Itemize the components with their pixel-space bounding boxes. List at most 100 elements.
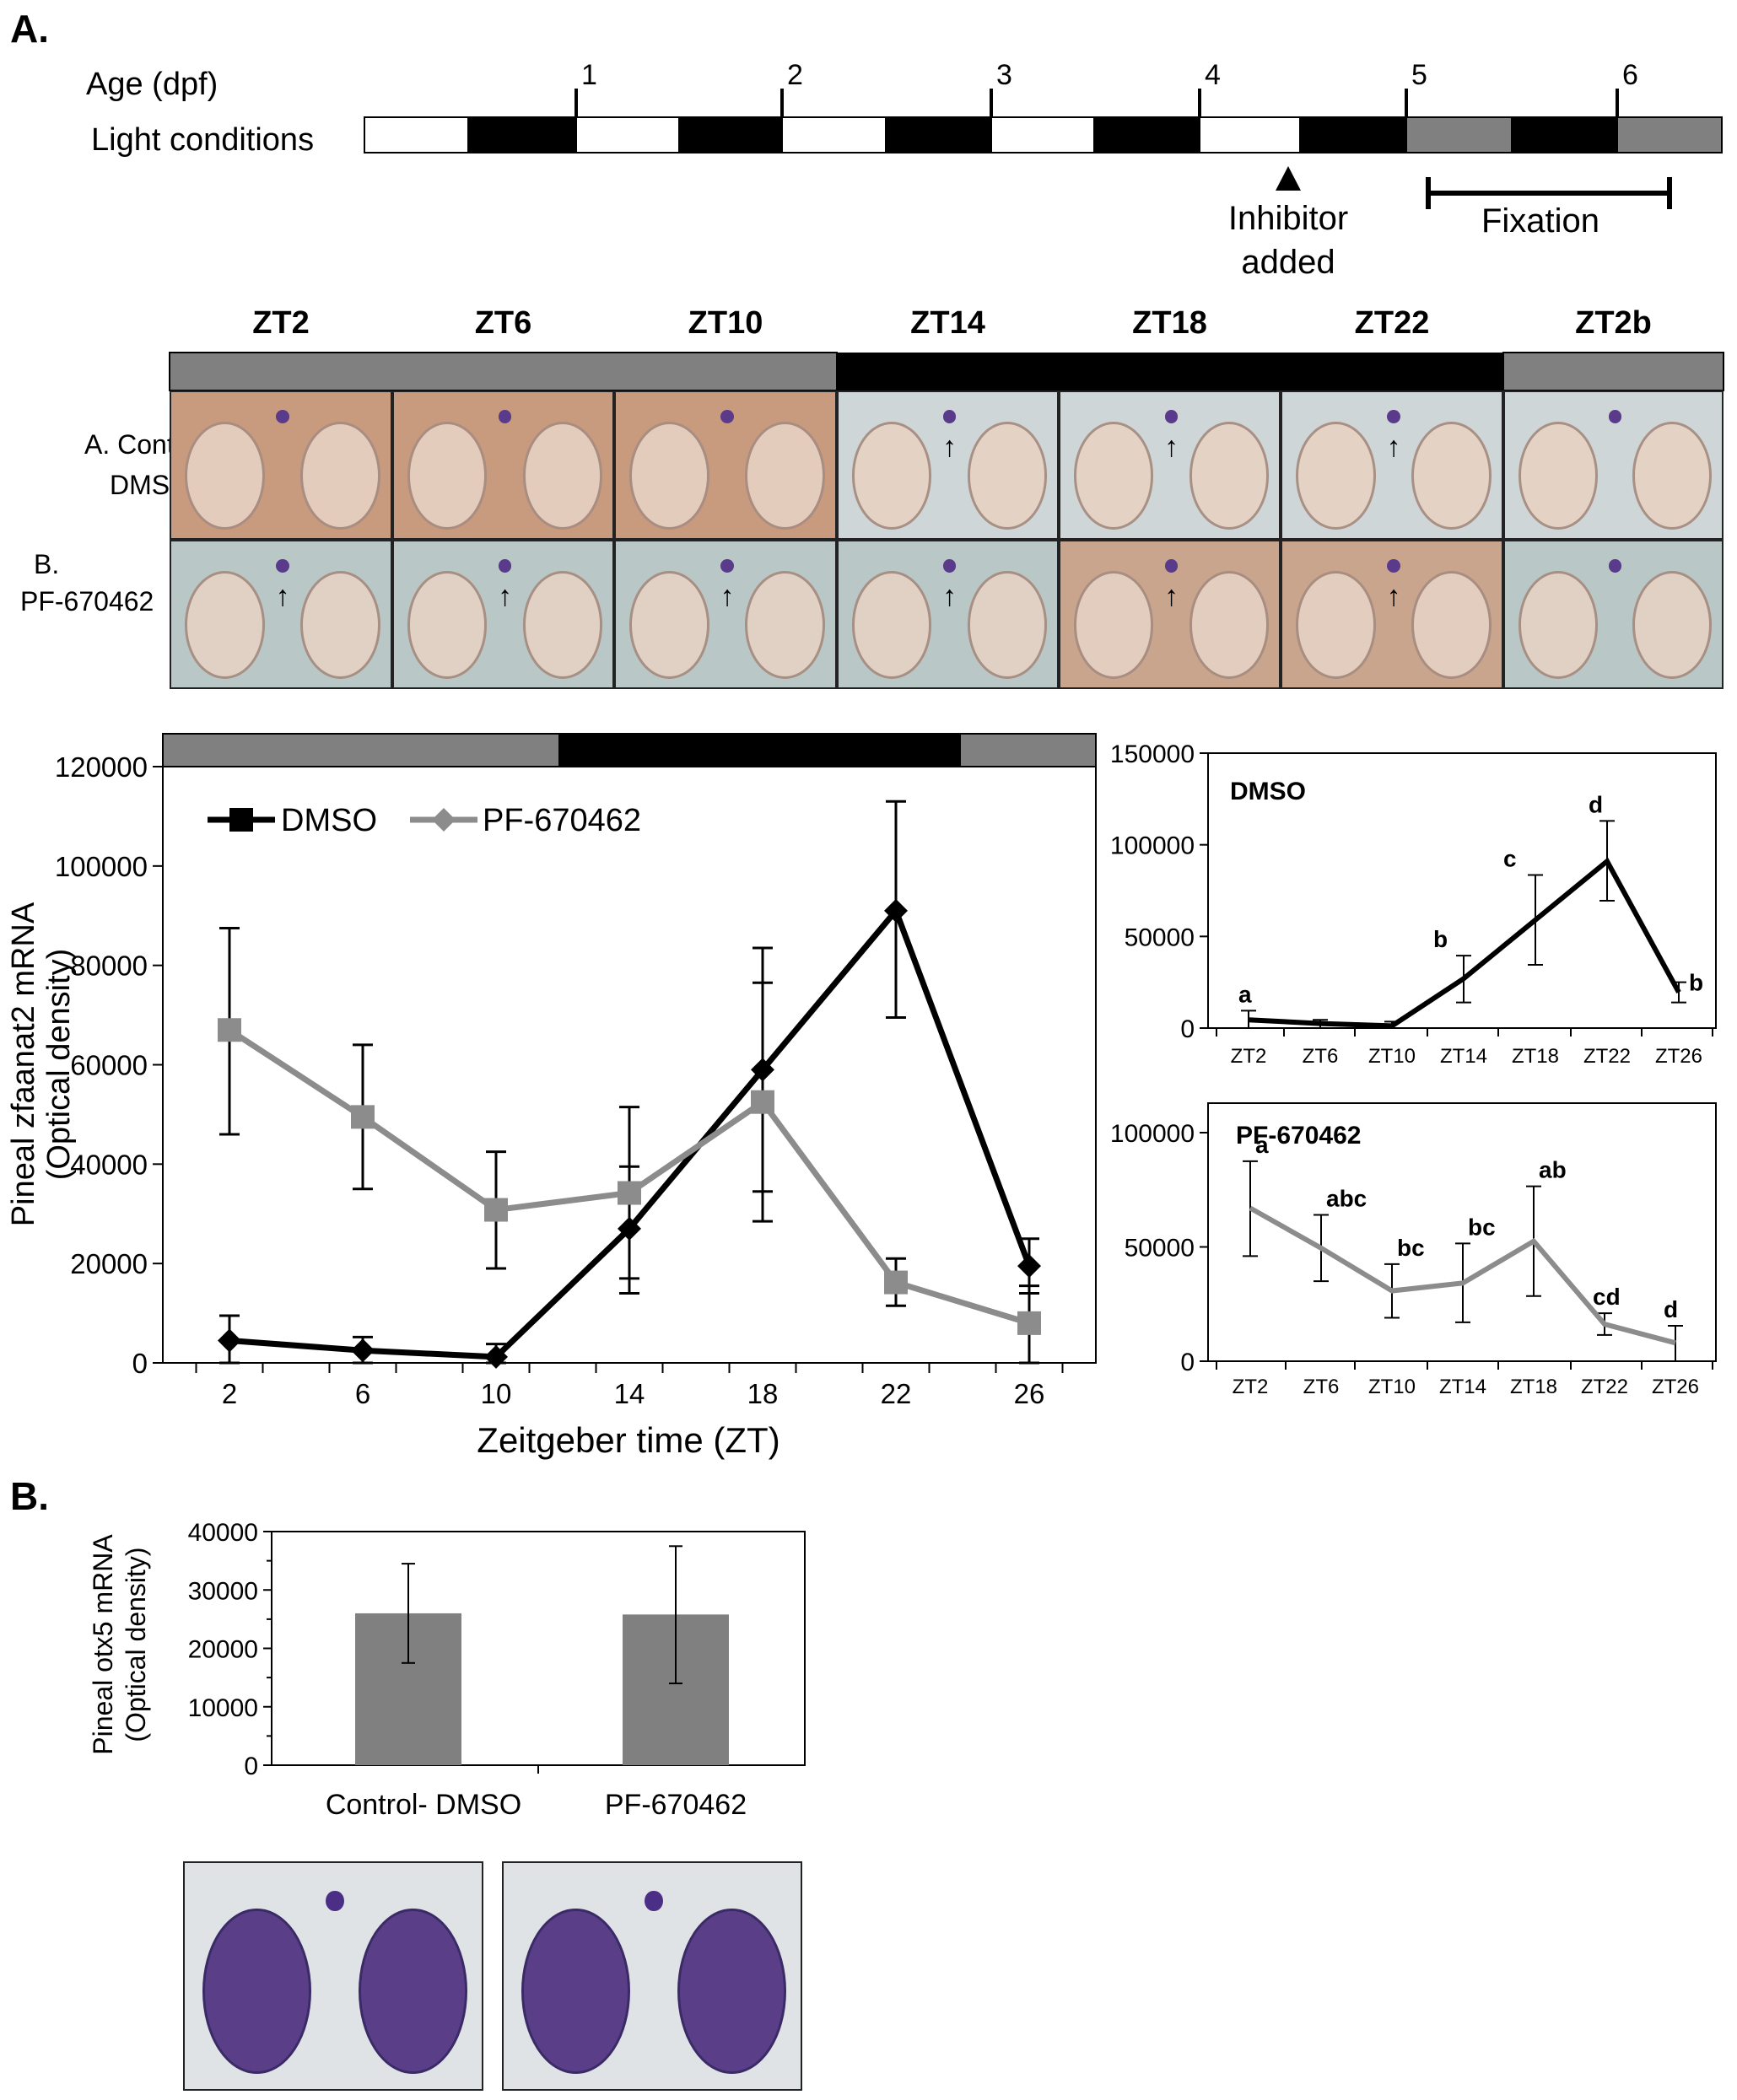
time-label-zt10: ZT10 — [688, 305, 763, 341]
pineal-spot — [326, 1890, 344, 1912]
pineal-spot — [1164, 410, 1179, 424]
significance-letter: b — [1689, 970, 1703, 996]
legend-label-pf: PF-670462 — [483, 803, 641, 838]
data-point-pf — [1017, 1311, 1041, 1335]
chart-title-dmso: DMSO — [1230, 778, 1306, 805]
eye-left — [628, 571, 709, 679]
x-category-label: Control- DMSO — [326, 1789, 521, 1821]
arrow-up-icon: ↑ — [942, 579, 957, 612]
light-condition-segment — [364, 116, 469, 153]
data-point-pf — [751, 1090, 774, 1114]
x-tick-label: ZT22 — [1581, 1376, 1628, 1398]
y-tick-label: 60000 — [70, 1050, 148, 1081]
light-condition-segment — [1093, 116, 1200, 153]
eye-left — [851, 422, 932, 530]
eye-left — [407, 571, 488, 679]
significance-letter: a — [1238, 981, 1252, 1007]
eye-left — [1295, 422, 1376, 530]
x-tick-label: 18 — [747, 1378, 779, 1409]
significance-letter: cd — [1593, 1284, 1621, 1310]
x-tick-label: ZT6 — [1303, 1045, 1339, 1068]
x-tick-label: ZT2 — [1233, 1376, 1269, 1398]
x-tick-label: ZT2 — [1231, 1045, 1267, 1068]
eye-right — [359, 1909, 467, 2075]
eye-right — [1411, 422, 1492, 530]
pineal-spot — [1387, 410, 1400, 424]
embryo-image-control-zt14: ↑ — [837, 390, 1059, 540]
y-tick-label: 0 — [132, 1348, 148, 1379]
arrow-up-icon: ↑ — [1164, 430, 1179, 463]
y-tick-label: 20000 — [70, 1248, 148, 1279]
eye-right — [1632, 571, 1713, 679]
time-label-zt14: ZT14 — [910, 305, 985, 341]
data-point-pf — [484, 1198, 508, 1222]
embryo-image-control-zt18: ↑ — [1059, 390, 1281, 540]
y-tick-label: 0 — [1180, 1349, 1195, 1376]
x-tick-label: 2 — [222, 1378, 237, 1409]
fixation-label: Fixation — [1481, 202, 1599, 240]
x-tick-label: 22 — [881, 1378, 912, 1409]
x-tick-label: 26 — [1014, 1378, 1045, 1409]
eye-left — [628, 422, 709, 530]
inhibitor-arrow-icon — [1276, 166, 1301, 191]
day-tick-label: 1 — [581, 59, 597, 91]
plot-frame — [1207, 752, 1717, 1029]
x-tick-label: ZT10 — [1368, 1376, 1416, 1398]
y-tick-label: 40000 — [70, 1149, 148, 1180]
light-condition-segment — [1405, 116, 1513, 153]
x-tick-label: ZT6 — [1303, 1376, 1340, 1398]
legend-marker-pf — [432, 808, 456, 832]
y-tick-label: 10000 — [188, 1694, 258, 1722]
series-line-pf-670462 — [1249, 1205, 1676, 1346]
pineal-spot — [942, 559, 957, 573]
eye-right — [677, 1909, 786, 2075]
time-label-zt18: ZT18 — [1132, 305, 1207, 341]
eye-left — [184, 422, 265, 530]
data-point-pf — [618, 1181, 641, 1205]
eye-right — [300, 571, 381, 679]
pineal-spot — [942, 410, 957, 424]
series-line-dmso — [1248, 857, 1681, 1029]
light-condition-segment — [467, 116, 577, 153]
significance-letter: b — [1433, 926, 1448, 952]
significance-letter: c — [1503, 846, 1517, 872]
embryo-image-pf-zt14: ↑ — [837, 540, 1059, 689]
significance-letter: d — [1589, 791, 1603, 817]
day-tick-label: 2 — [787, 59, 803, 91]
chart-title-pf: PF-670462 — [1236, 1122, 1361, 1150]
light-condition-segment — [781, 116, 887, 153]
light-condition-segment — [990, 116, 1095, 153]
pineal-spot — [276, 559, 289, 573]
time-label-zt2b: ZT2b — [1575, 305, 1652, 341]
time-label-zt22: ZT22 — [1355, 305, 1430, 341]
eye-left — [407, 422, 488, 530]
day-tick-label: 3 — [996, 59, 1012, 91]
significance-letter: ab — [1539, 1157, 1567, 1183]
eye-left — [851, 571, 932, 679]
day-tick-label: 4 — [1205, 59, 1221, 91]
x-tick-label: 14 — [614, 1378, 645, 1409]
eye-right — [967, 571, 1048, 679]
y-tick-label: 0 — [244, 1753, 258, 1780]
embryo-image-pf-zt22: ↑ — [1281, 540, 1503, 689]
embryo-image-pf-zt2b — [1503, 540, 1724, 689]
eye-left — [521, 1909, 630, 2075]
light-condition-segment — [1511, 116, 1618, 153]
data-point-dmso — [884, 898, 908, 923]
eye-left — [202, 1909, 311, 2075]
pineal-spot — [276, 410, 289, 424]
eye-right — [1411, 571, 1492, 679]
eye-right — [522, 422, 603, 530]
x-tick-label: ZT18 — [1510, 1376, 1557, 1398]
significance-letter: bc — [1397, 1235, 1425, 1261]
eye-right — [1632, 422, 1713, 530]
x-tick-label: ZT14 — [1439, 1376, 1486, 1398]
dark-phase-bar — [558, 734, 961, 767]
embryo-image-pf-zt2: ↑ — [170, 540, 392, 689]
eye-left — [1518, 422, 1598, 530]
plot-frame — [1207, 1102, 1717, 1362]
significance-letter: a — [1255, 1132, 1269, 1158]
embryo-image-pf-zt18: ↑ — [1059, 540, 1281, 689]
arrow-up-icon: ↑ — [498, 579, 512, 612]
x-axis-title: Zeitgeber time (ZT) — [477, 1420, 779, 1460]
